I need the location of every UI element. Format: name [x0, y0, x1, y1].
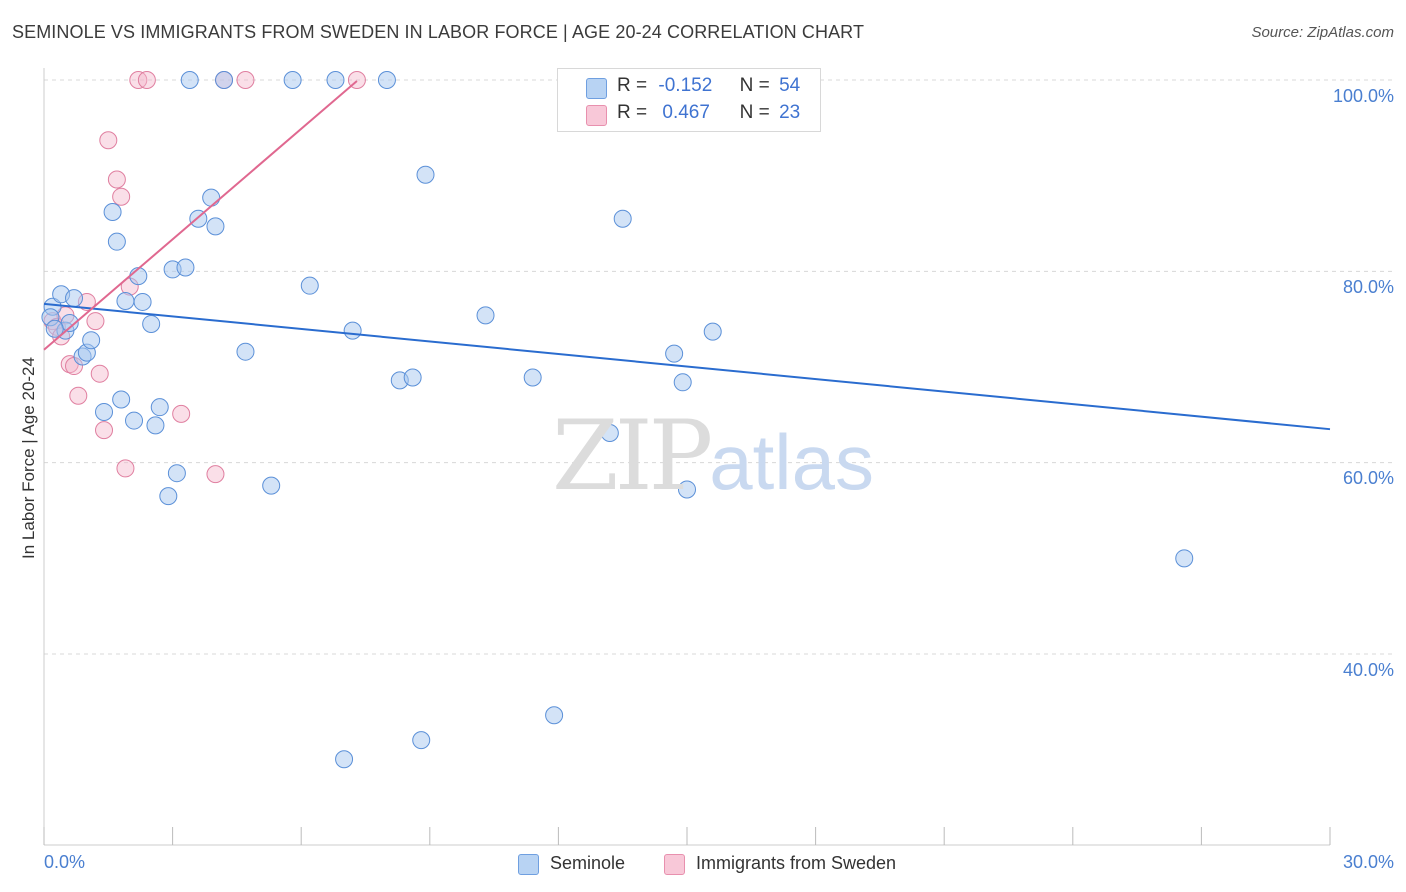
sweden-point	[236, 71, 255, 89]
seminole-point	[262, 476, 281, 495]
seminole-point	[176, 258, 195, 277]
seminole-point	[412, 731, 431, 750]
seminole-point	[613, 209, 632, 228]
seminole-point	[107, 232, 126, 251]
seminole-legend-label: Seminole	[550, 853, 626, 873]
sweden-point	[206, 465, 225, 484]
seminole-point	[673, 373, 692, 392]
seminole-point	[45, 319, 64, 338]
sweden-point	[116, 459, 135, 478]
seminole-point	[326, 71, 345, 89]
seminole-point	[600, 424, 619, 443]
seminole-point	[112, 390, 131, 409]
r-label: R =	[617, 102, 648, 123]
sweden-legend-swatch	[664, 854, 685, 875]
seminole-point	[283, 71, 302, 89]
seminole-point	[215, 71, 234, 89]
sweden-point	[69, 386, 88, 405]
seminole-point	[167, 464, 186, 483]
y-tick-label-60: 60.0%	[1342, 468, 1394, 488]
seminole-point	[133, 292, 152, 311]
seminole-point	[103, 203, 122, 222]
sweden-r-value: 0.467	[662, 102, 710, 123]
seminole-points	[41, 71, 1194, 769]
seminole-point	[206, 217, 225, 236]
seminole-legend-swatch	[518, 854, 539, 875]
seminole-point	[95, 402, 114, 421]
seminole-n-value: 54	[779, 75, 801, 96]
seminole-point	[116, 291, 135, 310]
seminole-point	[416, 165, 435, 184]
seminole-point	[1175, 549, 1194, 568]
gridlines	[44, 79, 1393, 655]
seminole-r-value: -0.152	[658, 75, 713, 96]
sweden-point	[112, 187, 131, 206]
seminole-point	[65, 289, 84, 308]
series-legend: Seminole Immigrants from Sweden	[0, 852, 1406, 876]
n-label: N =	[739, 75, 770, 96]
seminole-point	[476, 306, 495, 325]
seminole-point	[142, 314, 161, 333]
seminole-point	[150, 398, 169, 417]
sweden-legend-label: Immigrants from Sweden	[696, 853, 897, 873]
seminole-point	[202, 188, 221, 207]
seminole-point	[343, 321, 362, 340]
seminole-point	[523, 368, 542, 387]
seminole-point	[129, 267, 148, 286]
seminole-point	[678, 480, 696, 499]
correlation-legend: R = -0.152 N = 54 R = 0.467 N = 23	[557, 68, 821, 132]
x-tick-label-max: 30.0%	[1342, 852, 1394, 872]
y-tick-label-100: 100.0%	[1332, 86, 1394, 106]
r-label: R =	[617, 75, 648, 96]
sweden-point	[90, 364, 109, 383]
trend-lines	[43, 80, 1331, 431]
x-tick-label-min: 0.0%	[44, 852, 86, 872]
chart-title: SEMINOLE VS IMMIGRANTS FROM SWEDEN IN LA…	[12, 22, 865, 42]
seminole-point	[82, 331, 101, 350]
n-label: N =	[739, 102, 770, 123]
axes	[43, 68, 1331, 846]
seminole-point	[665, 344, 684, 363]
sweden-trend-line	[43, 80, 358, 351]
y-tick-label-80: 80.0%	[1342, 277, 1394, 297]
sweden-points	[43, 71, 366, 484]
seminole-swatch	[586, 78, 607, 99]
sweden-point	[172, 404, 191, 423]
seminole-point	[159, 487, 178, 506]
sweden-point	[137, 71, 156, 89]
seminole-point	[335, 750, 354, 769]
sweden-n-value: 23	[779, 102, 801, 123]
seminole-point	[545, 706, 564, 725]
seminole-point	[236, 342, 255, 361]
sweden-point	[99, 131, 118, 150]
seminole-point	[300, 276, 319, 295]
seminole-point	[377, 71, 396, 89]
seminole-point	[180, 71, 199, 89]
seminole-point	[146, 416, 165, 435]
source-label: Source: ZipAtlas.com	[1251, 24, 1394, 41]
seminole-point	[403, 368, 422, 387]
sweden-point	[86, 312, 105, 331]
sweden-point	[95, 421, 114, 440]
seminole-trend-line	[43, 302, 1331, 431]
seminole-point	[703, 322, 722, 341]
sweden-point	[107, 170, 126, 189]
seminole-point	[125, 411, 144, 430]
y-axis-label: In Labor Force | Age 20-24	[19, 357, 38, 559]
y-tick-label-40: 40.0%	[1342, 660, 1394, 680]
sweden-swatch	[586, 105, 607, 126]
